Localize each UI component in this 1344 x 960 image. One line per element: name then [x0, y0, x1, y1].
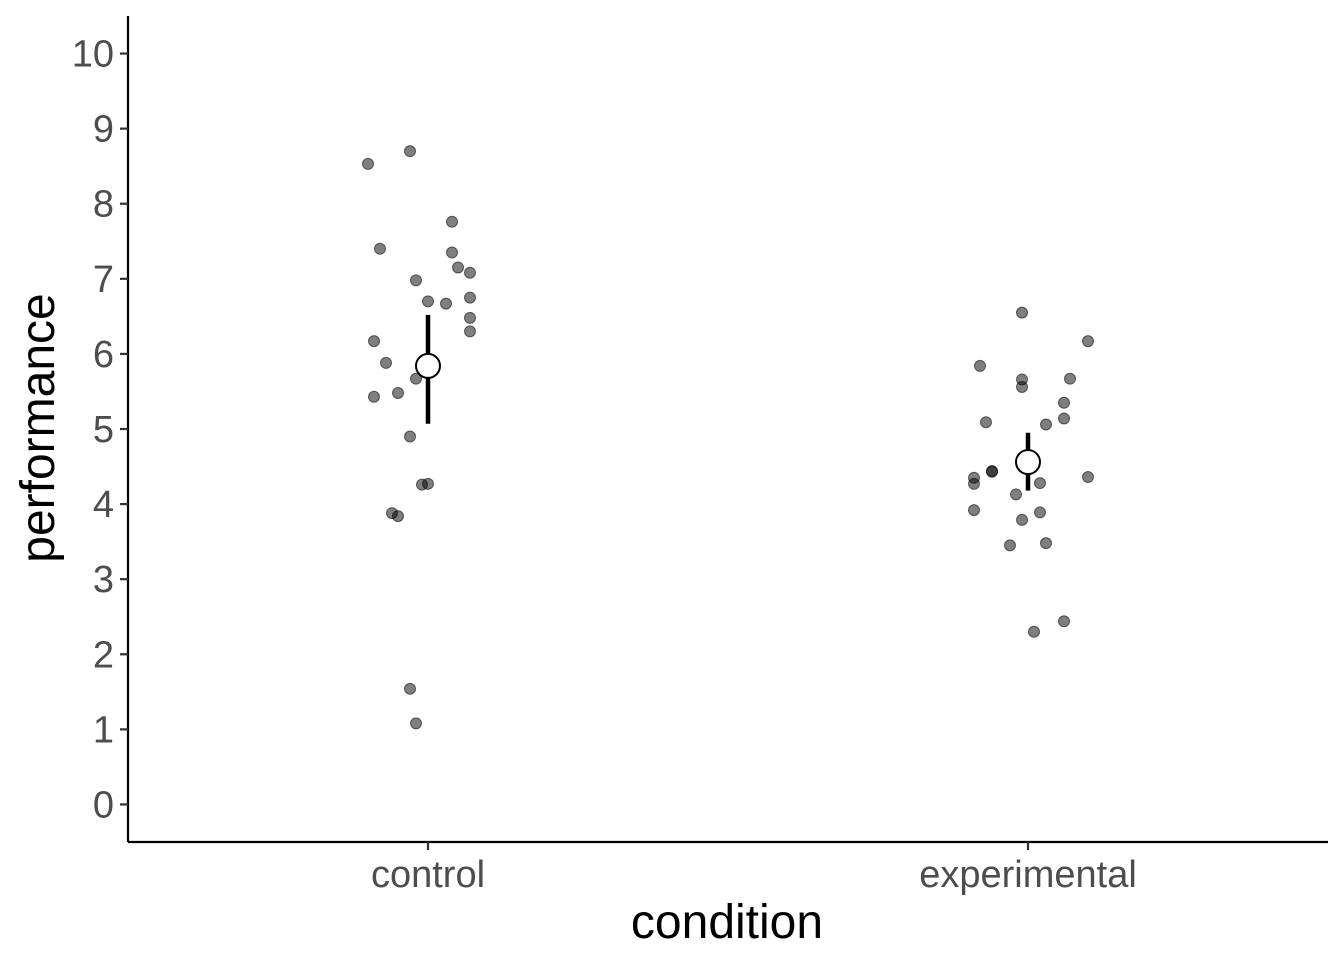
y-tick-label: 9 — [93, 109, 114, 151]
x-axis: control experimental — [128, 840, 1328, 896]
raw-point-experimental — [1040, 418, 1052, 431]
y-axis: 0 1 2 3 4 5 6 7 8 9 10 — [72, 16, 130, 842]
raw-point-experimental — [1040, 537, 1052, 550]
mean-points-layer — [415, 352, 1041, 476]
mean-point-control — [415, 352, 441, 379]
raw-point-control — [416, 478, 428, 491]
x-tick-label-experimental: experimental — [919, 854, 1137, 896]
raw-point-experimental — [1064, 372, 1076, 385]
raw-point-control — [446, 215, 458, 228]
raw-point-experimental — [1058, 615, 1070, 628]
raw-point-control — [446, 246, 458, 259]
raw-point-control — [464, 325, 476, 338]
raw-point-experimental — [1058, 396, 1070, 409]
raw-point-control — [452, 261, 464, 274]
y-tick-label: 5 — [93, 409, 114, 451]
raw-point-control — [464, 291, 476, 304]
y-tick-label: 3 — [93, 559, 114, 601]
raw-point-experimental — [1082, 471, 1094, 484]
raw-point-experimental — [1028, 625, 1040, 638]
raw-point-experimental — [1016, 513, 1028, 526]
error-bars-layer — [425, 314, 1031, 491]
raw-point-experimental — [1034, 506, 1046, 519]
raw-point-control — [440, 297, 452, 310]
raw-point-control — [410, 274, 422, 287]
y-tick-label: 0 — [93, 784, 114, 826]
raw-point-control — [368, 335, 380, 348]
raw-point-control — [392, 386, 404, 399]
raw-point-control — [404, 145, 416, 158]
raw-point-control — [380, 356, 392, 369]
raw-point-experimental — [974, 359, 986, 372]
y-tick-label: 10 — [72, 34, 114, 76]
raw-point-control — [368, 390, 380, 403]
mean-point-experimental — [1015, 449, 1041, 476]
raw-point-control — [404, 430, 416, 443]
raw-point-experimental — [1004, 539, 1016, 552]
raw-point-experimental — [1082, 335, 1094, 348]
x-tick-label-control: control — [371, 854, 485, 896]
y-tick-label: 8 — [93, 184, 114, 226]
y-tick-label: 6 — [93, 334, 114, 376]
y-axis-title: performance — [12, 293, 65, 562]
raw-point-control — [410, 717, 422, 730]
raw-point-control — [362, 157, 374, 170]
raw-points-layer — [362, 145, 1094, 730]
raw-point-experimental — [1058, 412, 1070, 425]
raw-point-control — [392, 510, 404, 523]
x-axis-title: condition — [631, 896, 823, 949]
y-tick-label: 4 — [93, 484, 114, 526]
raw-point-control — [464, 266, 476, 279]
raw-point-experimental — [1016, 306, 1028, 319]
raw-point-control — [422, 295, 434, 308]
raw-point-control — [404, 682, 416, 695]
raw-point-experimental — [968, 477, 980, 490]
raw-point-experimental — [1010, 488, 1022, 501]
raw-point-experimental — [968, 504, 980, 517]
raw-point-experimental — [1016, 380, 1028, 393]
y-tick-label: 2 — [93, 634, 114, 676]
raw-point-control — [374, 242, 386, 255]
raw-point-experimental — [1034, 477, 1046, 490]
raw-point-experimental — [986, 465, 998, 478]
raw-point-control — [410, 372, 422, 385]
y-tick-label: 1 — [93, 709, 114, 751]
raw-point-control — [464, 311, 476, 324]
raw-point-experimental — [980, 416, 992, 429]
y-tick-label: 7 — [93, 259, 114, 301]
